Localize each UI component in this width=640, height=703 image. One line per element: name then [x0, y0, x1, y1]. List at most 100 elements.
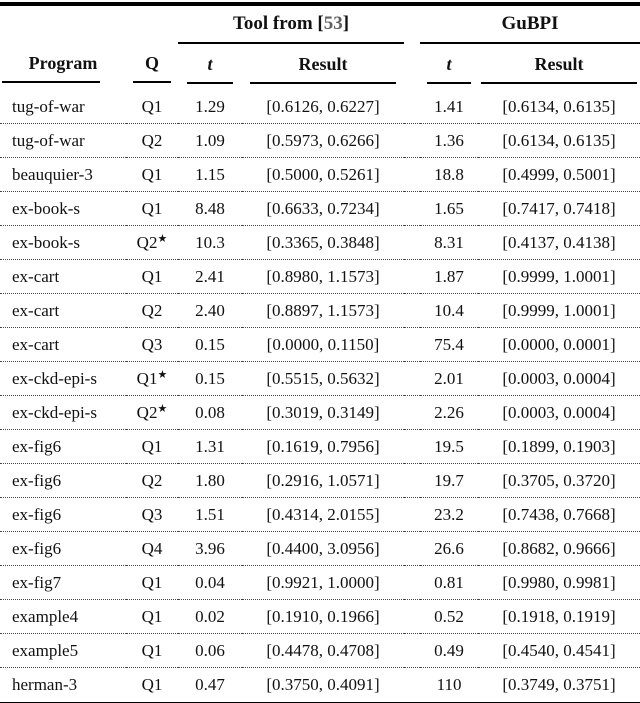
program-cell: ex-fig6 [0, 429, 126, 464]
gap-cell [404, 90, 421, 124]
program-cell: tug-of-war [0, 90, 126, 124]
group-header-tool-prefix: Tool from [ [232, 13, 324, 34]
tool-time-cell: 1.31 [178, 429, 242, 464]
tool-result-cell: [0.3019, 0.3149] [242, 395, 405, 430]
table-row: ex-fig6 Q2 1.80 [0.2916, 1.0571] 19.7 [0.3705… [0, 463, 640, 498]
table-row: example5 Q1 0.06 [0.4478, 0.4708] 0.49 [0.454… [0, 633, 640, 668]
gubpi-time-cell: 23.2 [420, 497, 479, 532]
top-rule [0, 2, 640, 6]
gubpi-result-cell: [0.0003, 0.0004] [478, 395, 640, 430]
tool-result-cell: [0.5515, 0.5632] [242, 361, 405, 396]
star-icon: ★ [157, 368, 168, 381]
tool-result-underline [250, 81, 396, 84]
gubpi-time-cell: 2.26 [420, 395, 479, 430]
gubpi-time-cell: 26.6 [420, 531, 479, 566]
gubpi-result-cell: [0.6134, 0.6135] [478, 123, 640, 158]
query-cell: Q1 [126, 259, 178, 294]
gap-cell [404, 599, 421, 634]
query-cell: Q2★ [126, 225, 178, 260]
column-header-tool-result: Result [242, 43, 404, 90]
gubpi-result-cell: [0.1918, 0.1919] [478, 599, 640, 634]
column-header-gubpi-result: Result [478, 43, 640, 90]
table-body: tug-of-war Q1 1.29 [0.6126, 0.6227] 1.41 [0.6… [0, 90, 640, 701]
table-row: example4 Q1 0.02 [0.1910, 0.1966] 0.52 [0.191… [0, 599, 640, 634]
gubpi-time-cell: 18.8 [420, 157, 479, 192]
program-cell: ex-fig6 [0, 531, 126, 566]
tool-time-cell: 1.80 [178, 463, 242, 498]
table-row: ex-fig6 Q4 3.96 [0.4400, 3.0956] 26.6 [0.8682… [0, 531, 640, 566]
table-row: ex-fig6 Q1 1.31 [0.1619, 0.7956] 19.5 [0.1899… [0, 429, 640, 464]
gubpi-time-cell: 0.52 [420, 599, 479, 634]
gubpi-result-cell: [0.4137, 0.4138] [478, 225, 640, 260]
tool-time-cell: 1.51 [178, 497, 242, 532]
gap-cell [404, 293, 421, 328]
program-cell: ex-ckd-epi-s [0, 395, 126, 430]
gap-cell [404, 191, 421, 226]
query-cell: Q2 [126, 293, 178, 328]
gubpi-result-cell: [0.4999, 0.5001] [478, 157, 640, 192]
tool-result-cell: [0.8897, 1.1573] [242, 293, 405, 328]
group-header-tool-suffix: ] [342, 13, 350, 34]
tool-time-cell: 0.15 [178, 361, 242, 396]
gubpi-result-cell: [0.0003, 0.0004] [478, 361, 640, 396]
column-header-program: Program [0, 43, 126, 90]
query-cell: Q1 [126, 633, 178, 668]
tool-time-cell: 0.15 [178, 327, 242, 362]
gubpi-time-cell: 19.5 [420, 429, 479, 464]
gubpi-result-cell: [0.6134, 0.6135] [478, 90, 640, 124]
program-cell: ex-fig6 [0, 497, 126, 532]
tool-time-cell: 3.96 [178, 531, 242, 566]
tool-result-cell: [0.5973, 0.6266] [242, 123, 405, 158]
gap-cell [404, 429, 421, 464]
table-row: ex-ckd-epi-s Q2★ 0.08 [0.3019, 0.3149] 2.26[… [0, 395, 640, 430]
gap-cell [404, 531, 421, 566]
tool-result-cell: [0.1619, 0.7956] [242, 429, 405, 464]
program-cell: ex-cart [0, 327, 126, 362]
query-cell: Q3 [126, 497, 178, 532]
tool-result-cell: [0.4314, 2.0155] [242, 497, 405, 532]
program-cell: ex-book-s [0, 225, 126, 260]
gap-cell [404, 565, 421, 600]
tool-result-cell: [0.2916, 1.0571] [242, 463, 405, 498]
query-cell: Q1 [126, 565, 178, 600]
query-cell: Q2 [126, 463, 178, 498]
gubpi-result-cell: [0.9999, 1.0001] [478, 259, 640, 294]
gubpi-result-cell: [0.8682, 0.9666] [478, 531, 640, 566]
column-header-tool-t: t [178, 43, 242, 90]
gubpi-result-cell: [0.7417, 0.7418] [478, 191, 640, 226]
tool-time-cell: 1.09 [178, 123, 242, 158]
gap-cell [404, 633, 421, 668]
gubpi-t-underline [427, 81, 472, 84]
tool-time-cell: 1.29 [178, 90, 242, 124]
tool-result-cell: [0.0000, 0.1150] [242, 327, 405, 362]
program-cell: ex-cart [0, 259, 126, 294]
gubpi-time-cell: 1.87 [420, 259, 479, 294]
table-row: ex-fig6 Q3 1.51 [0.4314, 2.0155] 23.2 [0.7438… [0, 497, 640, 532]
gubpi-time-cell: 1.36 [420, 123, 479, 158]
benchmark-table: Tool from [53] GuBPI Program Q t [0, 6, 640, 701]
tool-result-cell: [0.9921, 1.0000] [242, 565, 405, 600]
tool-time-cell: 8.48 [178, 191, 242, 226]
tool-time-cell: 0.02 [178, 599, 242, 634]
group-header-spacer [0, 6, 178, 43]
table-row: ex-book-s Q2★ 10.3 [0.3365, 0.3848] 8.31 [0.4… [0, 225, 640, 260]
group-header-tool: Tool from [53] [178, 6, 405, 44]
query-cell: Q3 [126, 327, 178, 362]
tool-time-cell: 10.3 [178, 225, 242, 260]
query-cell: Q2 [126, 123, 178, 158]
gubpi-result-cell: [0.4540, 0.4541] [478, 633, 640, 668]
star-icon: ★ [157, 402, 168, 415]
program-cell: ex-book-s [0, 191, 126, 226]
table-row: ex-ckd-epi-s Q1★ 0.15 [0.5515, 0.5632] 2.01[… [0, 361, 640, 396]
table-row: ex-cart Q2 2.40 [0.8897, 1.1573] 10.4 [0.9999… [0, 293, 640, 328]
table-row: ex-book-s Q1 8.48 [0.6633, 0.7234] 1.65 [0.74… [0, 191, 640, 226]
group-header-row: Tool from [53] GuBPI [0, 6, 640, 44]
tool-time-cell: 0.04 [178, 565, 242, 600]
query-cell: Q1 [126, 429, 178, 464]
gubpi-time-cell: 0.81 [420, 565, 479, 600]
table-row: ex-cart Q3 0.15 [0.0000, 0.1150] 75.4 [0.0000… [0, 327, 640, 362]
star-icon: ★ [157, 232, 168, 245]
citation-53: 53 [323, 13, 343, 34]
gubpi-time-cell: 19.7 [420, 463, 479, 498]
program-cell: ex-fig6 [0, 463, 126, 498]
